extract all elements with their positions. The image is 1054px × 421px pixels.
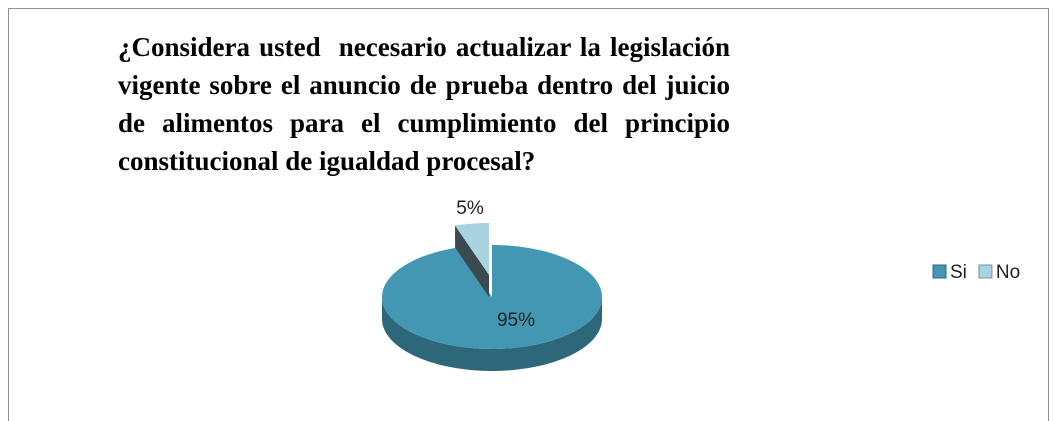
pie-slice [381, 245, 602, 350]
data-label: 5% [456, 198, 484, 219]
legend-swatch [978, 264, 993, 279]
chart-frame [8, 8, 1049, 421]
pie-slice-side [455, 225, 490, 297]
pie-slice [455, 223, 490, 275]
legend: Si No [932, 262, 1020, 283]
chart-title: ¿Considera usted necesario actualizar la… [118, 32, 737, 176]
data-label: 95% [497, 310, 535, 331]
legend-swatch [932, 264, 947, 279]
pie: 95% 5% [381, 198, 602, 371]
pie-slice-side [382, 297, 602, 371]
legend-label: No [996, 262, 1020, 283]
legend-label: Si [950, 262, 967, 283]
